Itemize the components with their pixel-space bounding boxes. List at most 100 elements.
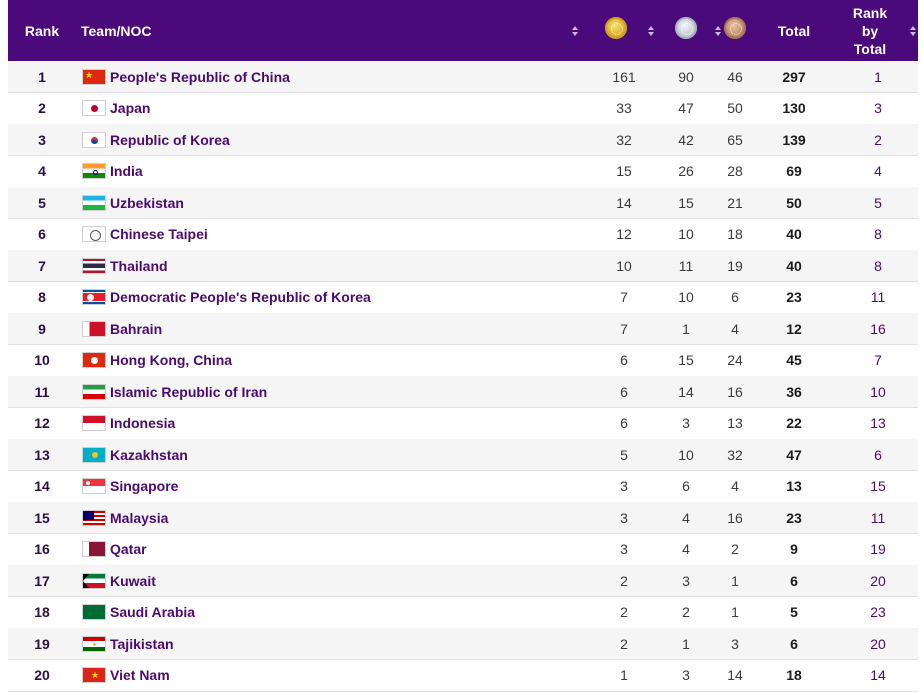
rank-by-total-label-1: Rank [852,4,888,21]
total-count: 6 [790,635,798,652]
gold-count: 15 [616,163,632,179]
rank-cell: 13 [34,446,50,463]
gold-count: 6 [620,383,628,400]
team-name[interactable]: Democratic People's Republic of Korea [110,289,371,305]
chinese-taipei-flag-icon [82,226,106,242]
table-row: 12 Indonesia 6 3 13 22 13 [8,408,918,440]
team-name[interactable]: Kazakhstan [110,446,188,463]
bronze-count: 14 [727,667,743,683]
silver-count: 90 [678,68,694,85]
team-cell[interactable]: ★ People's Republic of China [82,61,502,92]
table-row: 19 Tajikistan 2 1 3 6 20 [8,628,918,660]
silver-count: 10 [678,289,694,305]
team-cell[interactable]: Thailand [82,250,502,281]
rank-cell: 2 [38,100,46,116]
team-cell[interactable]: ★ Viet Nam [82,660,502,691]
team-name[interactable]: Republic of Korea [110,131,230,148]
rank-by-total-label-3: Total [853,40,887,57]
total-header[interactable]: Total [777,22,811,39]
team-name[interactable]: Tajikistan [110,635,174,652]
rank-by-total-cell: 19 [870,541,886,557]
team-cell[interactable]: Singapore [82,471,502,502]
team-cell[interactable]: Kazakhstan [82,439,502,470]
rank-by-total-cell: 8 [874,226,882,242]
team-cell[interactable]: Chinese Taipei [82,219,502,250]
team-cell[interactable]: Malaysia [82,502,502,533]
sort-gold-icon[interactable] [646,0,656,61]
iran-flag-icon [82,383,106,400]
team-cell[interactable]: Indonesia [82,408,502,439]
sort-silver-icon[interactable] [713,0,723,61]
bronze-count: 4 [731,320,739,337]
rank-cell: 8 [38,289,46,305]
total-count: 139 [782,131,806,148]
team-cell[interactable]: Japan [82,93,502,124]
team-name[interactable]: Kuwait [110,572,156,589]
bahrain-flag-icon [82,320,106,337]
team-name[interactable]: Viet Nam [110,667,170,683]
silver-count: 3 [682,415,690,431]
gold-count: 2 [620,635,628,652]
team-cell[interactable]: Saudi Arabia [82,597,502,628]
total-count: 12 [786,320,802,337]
dprk-flag-icon [82,289,106,305]
silver-count: 3 [682,572,690,589]
rank-header[interactable]: Rank [24,22,60,39]
total-count: 47 [786,446,802,463]
team-cell[interactable]: Islamic Republic of Iran [82,376,502,407]
silver-count: 4 [682,509,690,526]
bronze-count: 1 [731,604,739,620]
team-cell[interactable]: Republic of Korea [82,124,502,155]
rank-cell: 12 [34,415,50,431]
team-name[interactable]: Islamic Republic of Iran [110,383,268,400]
gold-medal-icon [605,17,627,39]
team-name[interactable]: Hong Kong, China [110,352,233,368]
rank-cell: 20 [34,667,50,683]
tajikistan-flag-icon [82,635,106,652]
rank-by-total-header[interactable]: Rank by Total [838,0,902,61]
team-cell[interactable]: Tajikistan [82,628,502,659]
bronze-count: 1 [731,572,739,589]
bronze-count: 32 [727,446,743,463]
silver-count: 26 [678,163,694,179]
rank-by-total-cell: 8 [874,257,882,274]
team-name[interactable]: Singapore [110,478,179,494]
team-name[interactable]: Malaysia [110,509,169,526]
team-cell[interactable]: Democratic People's Republic of Korea [82,282,502,313]
team-name[interactable]: Uzbekistan [110,194,184,211]
total-count: 23 [786,509,802,526]
bronze-count: 2 [731,541,739,557]
sort-team-icon[interactable] [570,0,580,61]
team-cell[interactable]: Uzbekistan [82,187,502,218]
team-header[interactable]: Team/NOC [81,22,152,39]
rank-cell: 17 [34,572,50,589]
team-name[interactable]: Thailand [110,257,168,274]
rank-cell: 1 [38,68,46,85]
bronze-count: 18 [727,226,743,242]
team-cell[interactable]: Qatar [82,534,502,565]
team-cell[interactable]: India [82,156,502,187]
team-name[interactable]: Indonesia [110,415,176,431]
rank-by-total-cell: 7 [874,352,882,368]
team-name[interactable]: Qatar [110,541,147,557]
sort-rank-by-total-icon[interactable] [908,0,918,61]
team-name[interactable]: Saudi Arabia [110,604,196,620]
rank-by-total-cell: 4 [874,163,882,179]
team-name[interactable]: Bahrain [110,320,163,337]
team-cell[interactable]: Bahrain [82,313,502,344]
table-row: 1 ★ People's Republic of China 161 90 46 297 1 [8,61,918,93]
singapore-flag-icon [82,478,106,494]
total-count: 9 [790,541,798,557]
team-name[interactable]: Chinese Taipei [110,226,208,242]
rank-by-total-cell: 14 [870,667,886,683]
gold-count: 14 [616,194,632,211]
team-name[interactable]: People's Republic of China [110,68,290,85]
team-name[interactable]: India [110,163,143,179]
rank-by-total-cell: 20 [870,635,886,652]
table-row: 18 Saudi Arabia 2 2 1 5 23 [8,597,918,629]
team-name[interactable]: Japan [110,100,151,116]
thailand-flag-icon [82,257,106,274]
team-cell[interactable]: Kuwait [82,565,502,596]
bronze-count: 50 [727,100,743,116]
team-cell[interactable]: Hong Kong, China [82,345,502,376]
